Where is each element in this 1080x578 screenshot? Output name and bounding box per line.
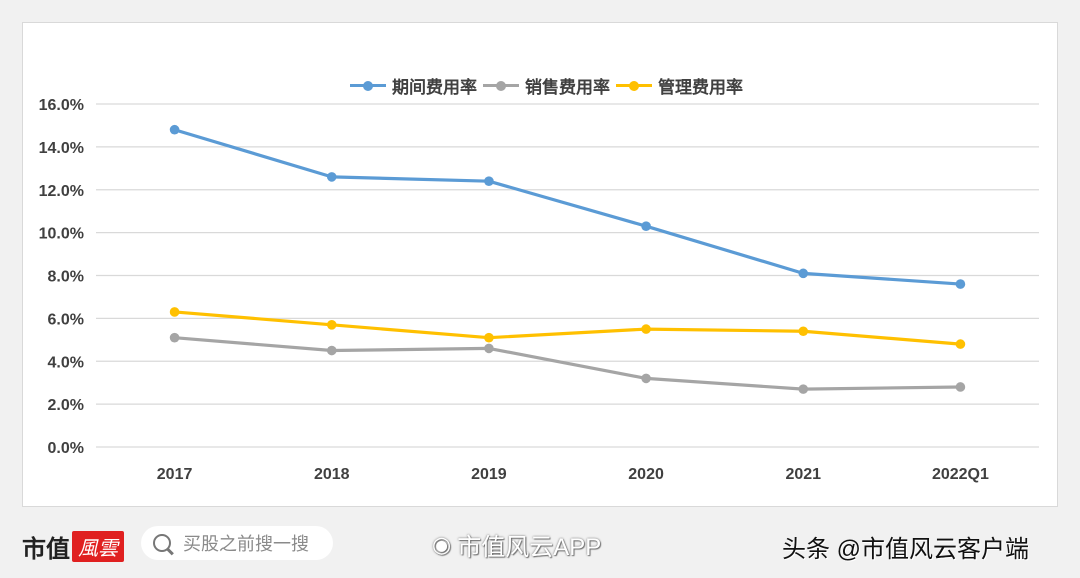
footer-bar: 市值 風雲 买股之前搜一搜 ◉ 市值风云APP 头条 @市值风云客户端 xyxy=(0,515,1080,578)
legend-label: 销售费用率 xyxy=(525,78,610,97)
y-tick-label: 6.0% xyxy=(48,311,84,328)
x-tick-label: 2018 xyxy=(314,466,350,483)
chart-legend: 期间费用率 销售费用率 管理费用率 xyxy=(350,73,749,98)
legend-swatch xyxy=(616,80,652,91)
search-icon xyxy=(153,534,171,552)
data-point xyxy=(955,382,966,392)
weibo-label: 市值风云APP xyxy=(457,534,602,561)
search-placeholder: 买股之前搜一搜 xyxy=(183,534,309,554)
data-point xyxy=(326,172,337,182)
logo-text: 市值 xyxy=(22,534,70,563)
x-tick-label: 2017 xyxy=(157,466,193,483)
data-point xyxy=(169,307,180,317)
weibo-watermark: ◉ 市值风云APP xyxy=(432,527,601,562)
data-point xyxy=(484,332,494,343)
data-point xyxy=(484,343,494,354)
data-point xyxy=(641,221,651,231)
x-tick-label: 2022Q1 xyxy=(932,466,989,483)
data-point xyxy=(169,332,180,343)
y-tick-label: 4.0% xyxy=(48,354,84,371)
y-tick-label: 10.0% xyxy=(39,226,84,243)
data-point xyxy=(955,339,966,349)
y-tick-label: 8.0% xyxy=(48,269,84,286)
legend-item: 期间费用率 xyxy=(350,73,477,98)
y-tick-label: 16.0% xyxy=(39,97,84,114)
legend-swatch xyxy=(350,80,386,91)
series-line-0 xyxy=(174,128,961,286)
series-line-1 xyxy=(174,336,961,391)
data-point xyxy=(798,268,809,279)
legend-label: 管理费用率 xyxy=(658,78,743,97)
y-tick-label: 14.0% xyxy=(39,140,84,157)
weibo-icon: ◉ xyxy=(432,531,452,557)
data-point xyxy=(169,124,180,135)
data-point xyxy=(955,279,966,289)
y-tick-label: 2.0% xyxy=(48,397,84,414)
data-point xyxy=(326,320,337,330)
y-tick-label: 12.0% xyxy=(39,183,84,200)
data-point xyxy=(484,176,494,186)
data-point xyxy=(326,345,337,356)
legend-item: 管理费用率 xyxy=(616,73,743,98)
line-chart: 0.0% 2.0% 4.0% 6.0% 8.0% 10.0% 12.0% 14.0% 16.0%… xyxy=(39,97,1039,483)
legend-item: 销售费用率 xyxy=(483,73,610,98)
y-tick-label: 0.0% xyxy=(48,440,84,457)
search-box[interactable]: 买股之前搜一搜 xyxy=(141,526,333,560)
brand-logo[interactable]: 市值 風雲 xyxy=(22,529,124,564)
series-line-2 xyxy=(174,310,961,346)
x-tick-label: 2021 xyxy=(785,466,821,483)
x-tick-label: 2019 xyxy=(471,466,507,483)
data-point xyxy=(798,326,809,337)
data-point xyxy=(641,324,651,334)
logo-badge: 風雲 xyxy=(72,531,124,562)
data-point xyxy=(798,384,809,394)
legend-label: 期间费用率 xyxy=(392,78,477,97)
legend-swatch xyxy=(483,80,519,91)
x-tick-label: 2020 xyxy=(628,466,664,483)
chart-card: 0.0% 2.0% 4.0% 6.0% 8.0% 10.0% 12.0% 14.0% 16.0%… xyxy=(22,22,1058,507)
toutiao-watermark: 头条 @市值风云客户端 xyxy=(782,536,1030,563)
data-point xyxy=(641,373,651,384)
